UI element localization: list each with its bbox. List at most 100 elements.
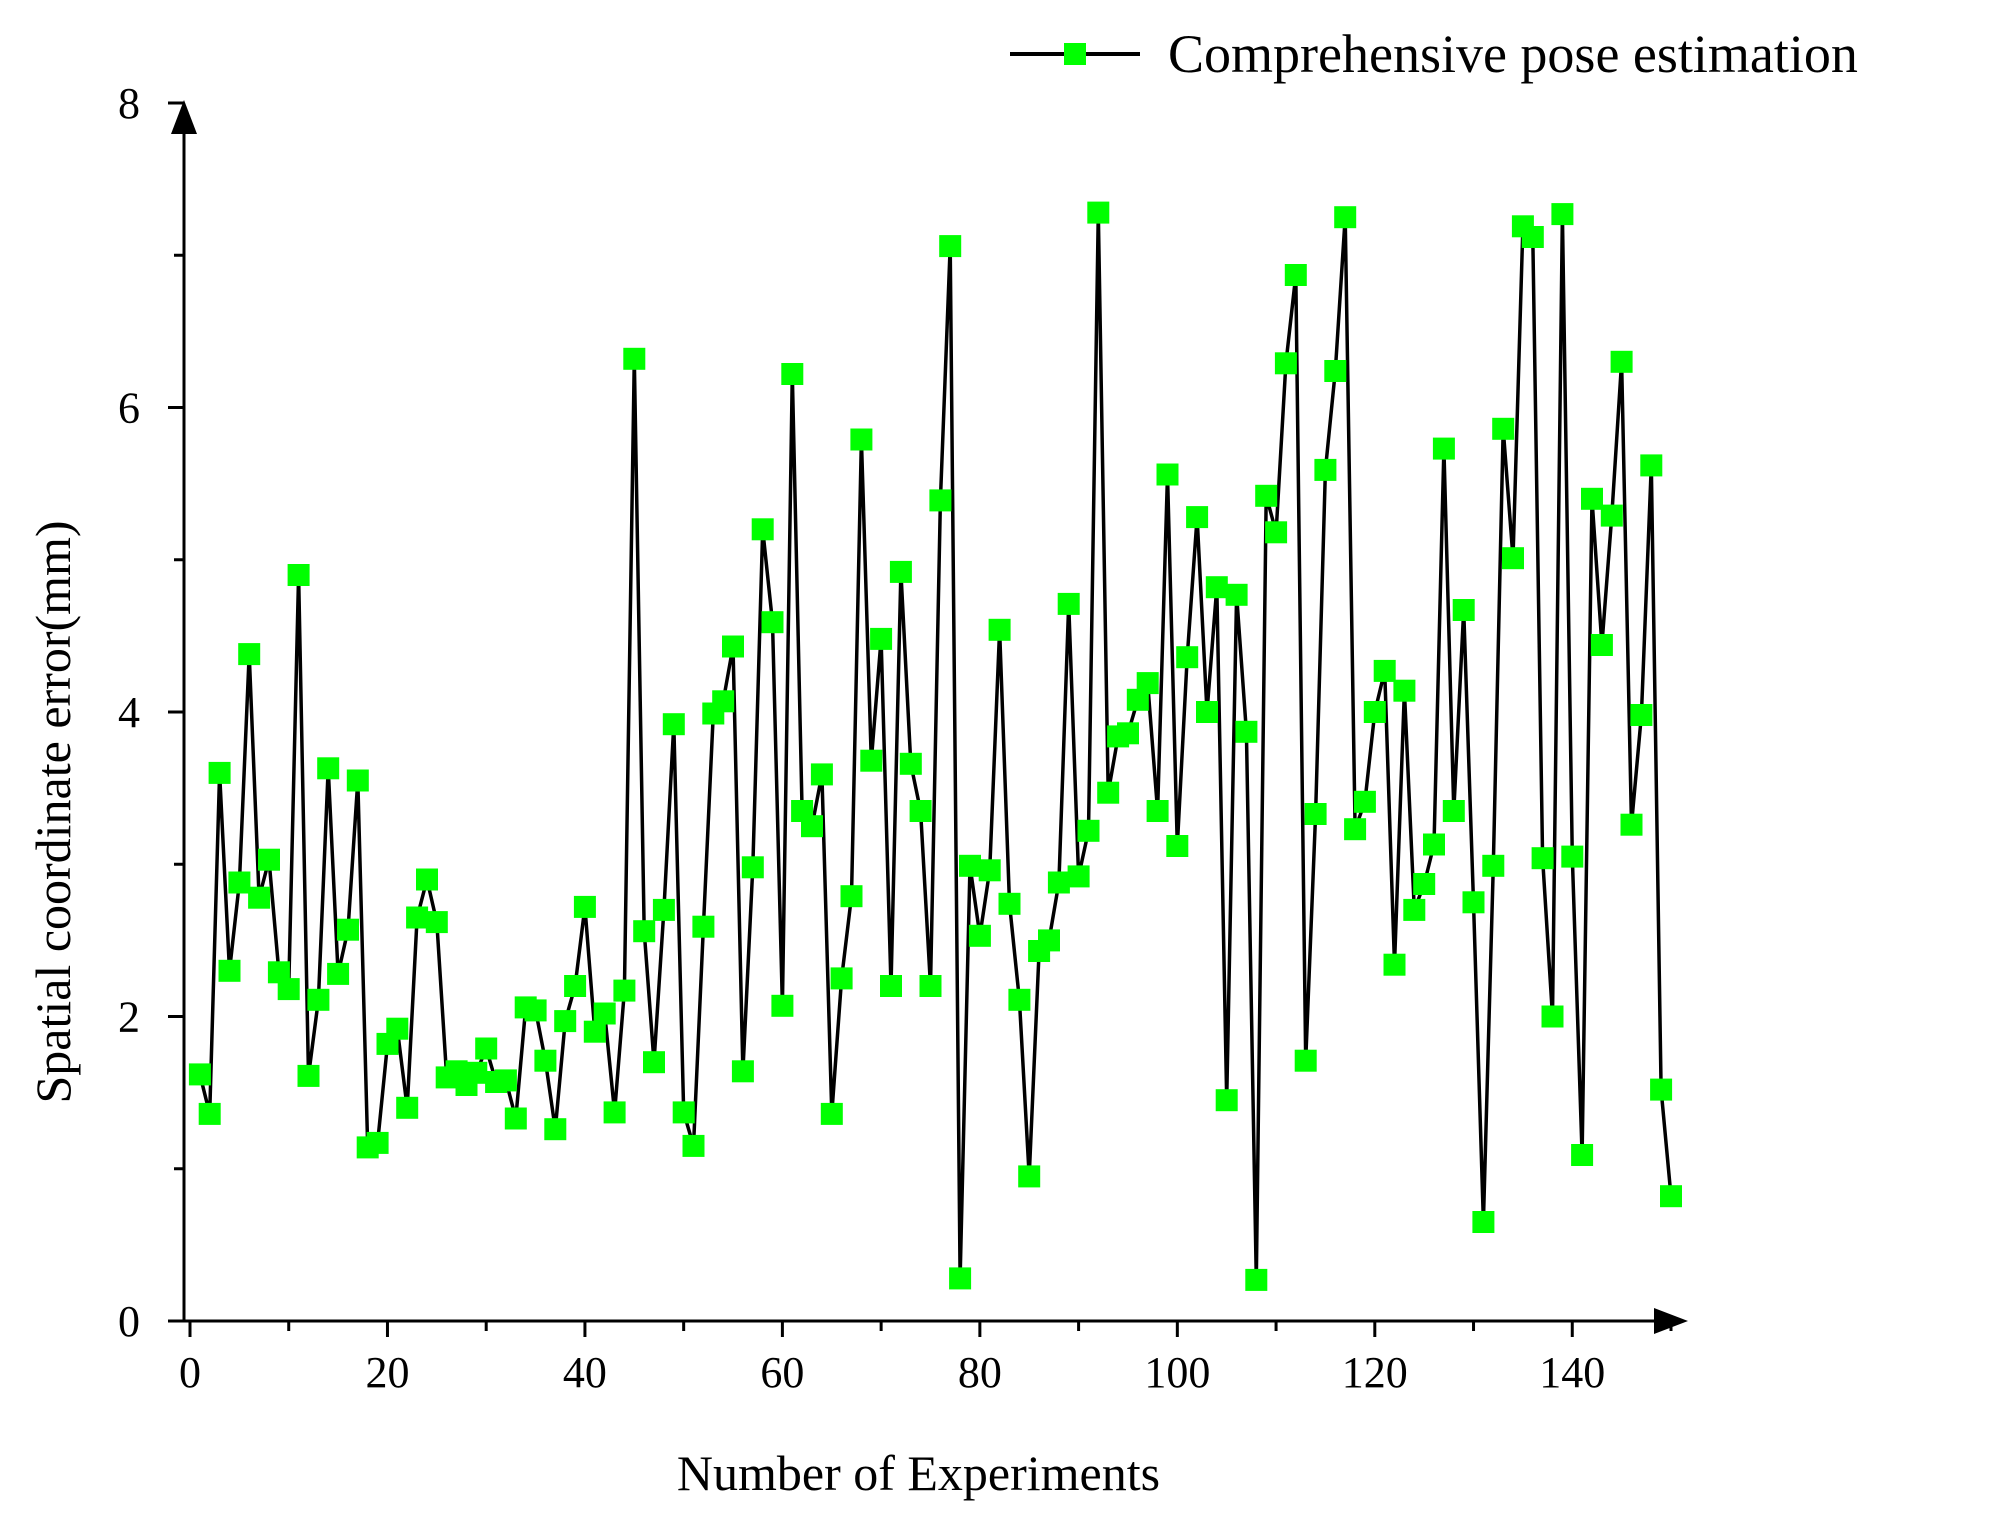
data-point-marker: [1274, 352, 1297, 375]
data-point-marker: [1403, 898, 1426, 921]
data-point-marker: [1324, 360, 1347, 382]
axis-titles: Number of Experiments Spatial coordinate…: [25, 520, 1160, 1501]
data-point-marker: [1126, 688, 1149, 711]
data-point-marker: [1650, 1078, 1673, 1101]
data-point-marker: [722, 635, 744, 658]
data-point-marker: [465, 1061, 488, 1084]
data-point-marker: [1018, 1165, 1041, 1188]
data-point-marker: [1502, 547, 1524, 570]
data-point-marker: [1363, 701, 1386, 723]
data-point-marker: [761, 611, 784, 634]
data-point-marker: [1442, 800, 1465, 822]
y-tick-label: 0: [118, 1297, 140, 1346]
data-point-marker: [712, 690, 735, 713]
data-point-marker: [850, 428, 873, 451]
data-point-marker: [1660, 1185, 1682, 1208]
data-point-marker: [643, 1051, 665, 1074]
data-point-marker: [1008, 988, 1031, 1011]
data-point-marker: [406, 906, 429, 929]
data-point-marker: [959, 854, 981, 877]
data-point-marker: [860, 749, 883, 772]
data-point-marker: [1166, 835, 1189, 857]
data-point-marker: [741, 856, 764, 879]
data-point-marker: [593, 1002, 616, 1025]
data-point-marker: [1284, 264, 1307, 286]
data-point-marker: [840, 885, 863, 908]
data-point-marker: [1047, 871, 1070, 894]
data-point-marker: [1196, 701, 1218, 723]
x-tick-label: 0: [179, 1348, 201, 1397]
data-point-marker: [652, 898, 675, 921]
data-point-marker: [248, 886, 271, 909]
data-point-marker: [1482, 854, 1505, 877]
data-point-marker: [603, 1101, 626, 1124]
data-point-marker: [1630, 704, 1653, 726]
x-tick-label: 60: [760, 1348, 804, 1397]
data-point-marker: [1255, 484, 1278, 507]
data-point-marker: [1087, 201, 1110, 224]
data-point-marker: [1373, 659, 1396, 682]
data-point-marker: [1432, 437, 1455, 460]
data-point-marker: [1117, 722, 1139, 745]
data-point-marker: [830, 967, 853, 990]
axis-tick-labels: 0 20 40 60 80 100 120 140 0 2 4 6 8: [118, 79, 1605, 1397]
data-point-marker: [1462, 891, 1485, 914]
data-point-marker: [623, 347, 646, 370]
x-axis-title: Number of Experiments: [677, 1445, 1160, 1501]
data-point-marker: [564, 975, 587, 997]
x-tick-label: 100: [1144, 1348, 1210, 1397]
y-axis-arrow-icon: [171, 100, 197, 134]
data-point-marker: [1393, 679, 1416, 702]
data-point-marker: [1245, 1268, 1268, 1291]
x-tick-label: 40: [563, 1348, 607, 1397]
data-point-marker: [889, 560, 912, 583]
data-point-marker: [613, 979, 636, 1002]
data-point-marker: [1521, 226, 1544, 248]
data-point-marker: [573, 895, 596, 918]
data-point-marker: [297, 1064, 320, 1087]
data-point-marker: [968, 924, 991, 947]
data-point-marker: [1423, 833, 1445, 856]
legend-marker-swatch: [1064, 43, 1086, 65]
data-point-marker: [1581, 487, 1603, 510]
y-tick-label: 2: [118, 993, 140, 1042]
data-point-marker: [198, 1102, 221, 1125]
data-point-marker: [731, 1060, 754, 1083]
data-point-marker: [544, 1118, 567, 1141]
data-point-marker: [327, 962, 350, 985]
data-point-marker: [1531, 847, 1554, 870]
data-point-marker: [583, 1020, 606, 1043]
data-point-marker: [919, 975, 942, 997]
data-point-marker: [1265, 521, 1288, 544]
legend-label: Comprehensive pose estimation: [1168, 24, 1858, 84]
data-point-marker: [692, 915, 715, 938]
data-point-marker: [1383, 953, 1406, 976]
data-point-marker: [939, 235, 962, 258]
data-point-marker: [929, 489, 952, 512]
data-point-marker: [1353, 790, 1376, 813]
data-point-marker: [475, 1037, 498, 1060]
data-point-marker: [662, 713, 685, 736]
data-point-marker: [1620, 813, 1643, 836]
data-point-marker: [909, 800, 932, 822]
data-point-marker: [1225, 583, 1248, 606]
x-tick-label: 140: [1539, 1348, 1605, 1397]
data-point-marker: [1590, 634, 1613, 656]
data-point-marker: [188, 1063, 211, 1086]
data-point-marker: [524, 999, 547, 1022]
data-point-marker: [1176, 646, 1199, 669]
data-point-marker: [1541, 1005, 1564, 1028]
data-point-marker: [238, 643, 261, 666]
data-point-marker: [949, 1267, 972, 1290]
data-point-marker: [1057, 592, 1080, 615]
data-point-marker: [267, 961, 290, 984]
data-point-marker: [1492, 417, 1515, 440]
legend: Comprehensive pose estimation: [1010, 24, 1858, 84]
data-point-marker: [1097, 781, 1120, 804]
data-point-marker: [1334, 206, 1357, 229]
data-point-marker: [258, 848, 280, 871]
data-point-marker: [1610, 350, 1633, 373]
axes: [171, 100, 1688, 1334]
